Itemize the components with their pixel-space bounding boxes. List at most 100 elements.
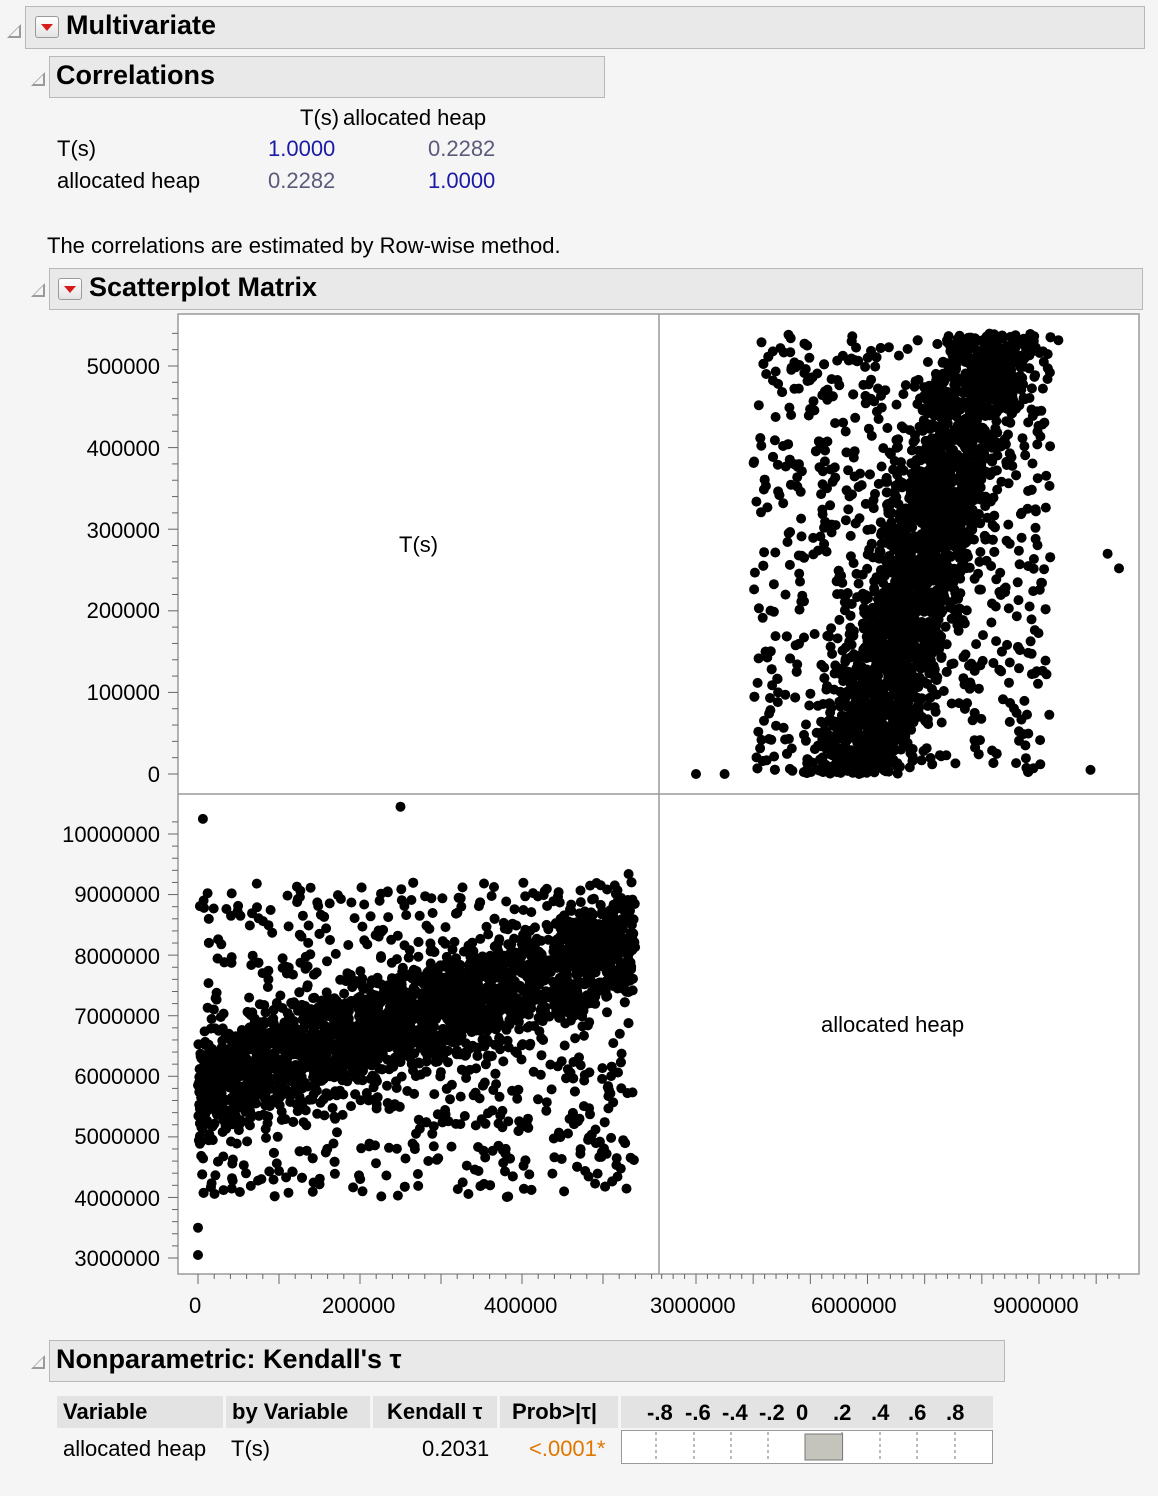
scatter-point	[1020, 753, 1031, 764]
scatter-point	[778, 722, 789, 733]
scatter-point-outlier	[719, 769, 730, 779]
scatter-point	[914, 659, 925, 670]
scatter-point	[428, 1141, 439, 1152]
collapse-triangle-icon[interactable]	[7, 24, 21, 38]
scatter-point	[1032, 473, 1043, 484]
scatter-point	[457, 882, 468, 893]
scatter-point	[827, 715, 838, 726]
scatter-point	[880, 522, 891, 533]
scatter-point	[785, 653, 796, 664]
scatter-point	[354, 1170, 364, 1181]
scatter-point	[866, 748, 877, 759]
scatter-point	[437, 893, 448, 904]
scatter-point	[987, 520, 998, 530]
scatter-point	[970, 742, 981, 753]
collapse-triangle-icon[interactable]	[31, 283, 45, 297]
scatter-point	[942, 493, 953, 504]
scatter-point	[969, 573, 980, 584]
scatter-point	[1028, 554, 1039, 564]
scatter-point	[840, 515, 851, 526]
scatter-point	[772, 459, 783, 470]
scatter-point	[783, 439, 794, 450]
scatter-point	[365, 911, 376, 922]
scatter-point	[854, 748, 865, 759]
scatter-point	[933, 532, 944, 543]
scatter-point	[758, 484, 769, 495]
scatter-point	[847, 767, 858, 778]
red-triangle-menu-icon[interactable]	[35, 16, 59, 38]
scatter-point	[844, 636, 855, 647]
scatter-point	[871, 718, 881, 729]
collapse-triangle-icon[interactable]	[31, 72, 45, 86]
scatter-point	[226, 888, 237, 899]
scatter-point	[1035, 735, 1046, 746]
scatter-point	[475, 1181, 486, 1192]
scatter-point	[792, 472, 803, 483]
scatter-point	[848, 452, 859, 463]
scatter-point	[1036, 577, 1047, 588]
scatter-point	[817, 727, 828, 738]
scatter-point	[759, 547, 770, 558]
scatter-point	[900, 726, 911, 737]
scatter-point	[770, 631, 781, 642]
scatter-point	[843, 355, 854, 366]
scatter-point	[1013, 642, 1023, 652]
scatter-point	[813, 436, 824, 447]
scatter-point	[815, 754, 826, 765]
scatter-point	[808, 532, 819, 543]
scatter-point	[870, 488, 880, 499]
x-tick-heap: 9000000	[993, 1293, 1079, 1318]
scatter-point	[765, 705, 776, 716]
scatter-point	[524, 1169, 535, 1180]
scatter-point	[1044, 709, 1055, 720]
scatter-point	[921, 717, 932, 728]
scatter-point	[860, 391, 871, 401]
scatter-point	[803, 410, 814, 421]
scatter-point	[841, 720, 852, 731]
scatter-point	[584, 1103, 595, 1114]
scatter-point	[856, 767, 867, 778]
y-tick-heap: 6000000	[74, 1064, 160, 1089]
scatter-point	[804, 352, 815, 363]
y-tick-heap: 8000000	[74, 944, 160, 969]
scatter-point	[896, 513, 907, 524]
scatter-point	[895, 761, 905, 772]
scatter-point	[883, 650, 894, 661]
scatter-point	[932, 585, 943, 596]
scatter-point	[901, 712, 912, 723]
scatter-point	[991, 574, 1002, 585]
scatter-point	[922, 357, 933, 367]
scatter-point	[975, 467, 986, 478]
scatter-point	[772, 697, 783, 708]
scatter-point	[876, 402, 887, 413]
scatter-point	[843, 465, 854, 476]
scatter-point	[244, 920, 255, 931]
red-triangle-menu-icon[interactable]	[58, 278, 82, 300]
scatter-point	[864, 469, 875, 480]
scatter-point	[1020, 450, 1031, 461]
scatter-point	[792, 659, 803, 670]
y-tick-ts: 100000	[86, 680, 160, 705]
scatter-point	[486, 891, 497, 901]
scatter-point	[1018, 379, 1028, 390]
scatter-point	[1004, 657, 1015, 668]
scatter-point	[825, 464, 836, 475]
scatter-point	[307, 1186, 318, 1197]
scatter-point	[760, 646, 771, 657]
scatter-point	[1013, 595, 1024, 606]
scatter-point	[778, 498, 789, 509]
scatter-point	[1014, 663, 1024, 674]
scatter-point	[766, 664, 777, 675]
scatter-point	[850, 412, 861, 423]
y-tick-heap: 10000000	[62, 822, 160, 847]
scatter-point	[964, 660, 974, 671]
scatter-point	[991, 636, 1002, 647]
scatter-point	[898, 605, 909, 615]
scatter-point	[840, 654, 851, 665]
scatter-point	[774, 490, 785, 501]
scatter-point	[979, 338, 990, 349]
scatter-point	[1026, 669, 1037, 680]
scatter-point	[940, 621, 951, 632]
scatter-point	[751, 496, 762, 507]
scatter-point	[1003, 519, 1014, 530]
